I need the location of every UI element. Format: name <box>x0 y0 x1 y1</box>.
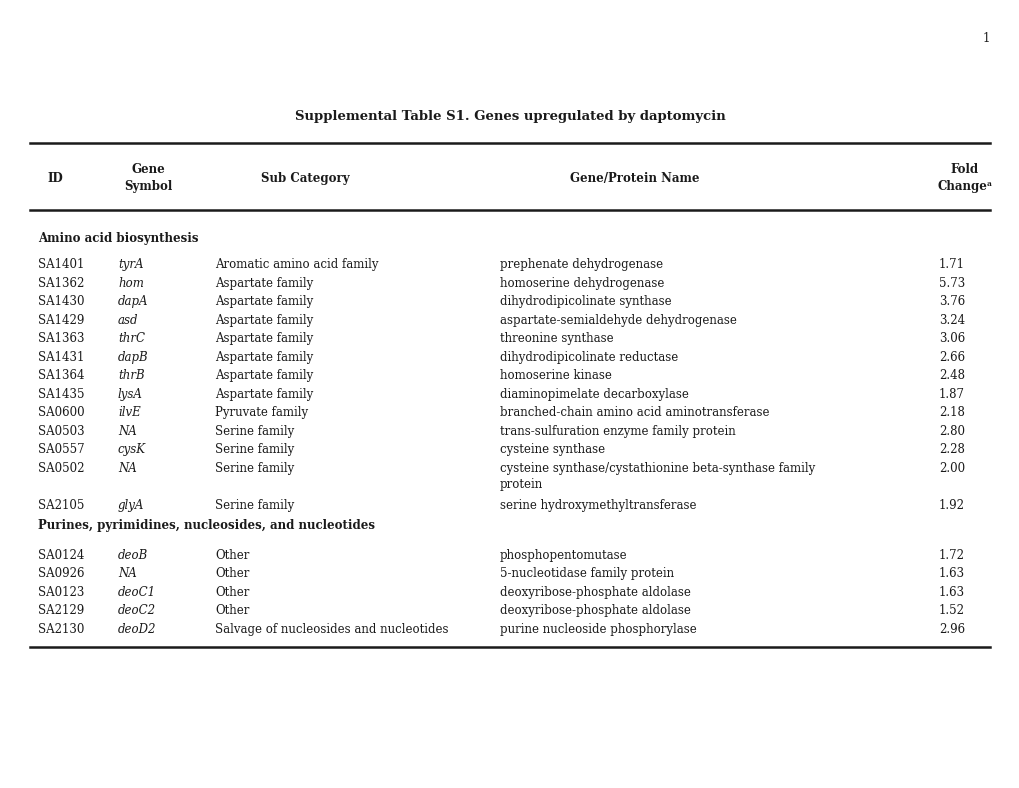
Text: Pyruvate family: Pyruvate family <box>215 406 308 419</box>
Text: Serine family: Serine family <box>215 425 293 437</box>
Text: branched-chain amino acid aminotransferase: branched-chain amino acid aminotransfera… <box>499 406 768 419</box>
Text: SA1430: SA1430 <box>38 295 85 308</box>
Text: 2.18: 2.18 <box>938 406 964 419</box>
Text: deoC1: deoC1 <box>118 585 156 599</box>
Text: diaminopimelate decarboxylase: diaminopimelate decarboxylase <box>499 388 688 400</box>
Text: Sub Category: Sub Category <box>261 172 348 184</box>
Text: Fold
Changeᵃ: Fold Changeᵃ <box>936 163 991 193</box>
Text: SA1401: SA1401 <box>38 258 85 271</box>
Text: 5-nucleotidase family protein: 5-nucleotidase family protein <box>499 567 674 580</box>
Text: Aspartate family: Aspartate family <box>215 277 313 289</box>
Text: 2.80: 2.80 <box>938 425 964 437</box>
Text: thrB: thrB <box>118 369 145 382</box>
Text: cysK: cysK <box>118 443 146 456</box>
Text: 3.76: 3.76 <box>937 295 964 308</box>
Text: Other: Other <box>215 567 249 580</box>
Text: serine hydroxymethyltransferase: serine hydroxymethyltransferase <box>499 499 696 511</box>
Text: deoB: deoB <box>118 548 148 562</box>
Text: 2.96: 2.96 <box>937 623 964 636</box>
Text: SA1429: SA1429 <box>38 314 85 326</box>
Text: thrC: thrC <box>118 332 145 345</box>
Text: 1.63: 1.63 <box>937 585 964 599</box>
Text: NA: NA <box>118 425 137 437</box>
Text: Gene
Symbol: Gene Symbol <box>123 163 172 193</box>
Text: SA0502: SA0502 <box>38 462 85 474</box>
Text: Supplemental Table S1. Genes upregulated by daptomycin: Supplemental Table S1. Genes upregulated… <box>294 110 725 123</box>
Text: Aspartate family: Aspartate family <box>215 369 313 382</box>
Text: Serine family: Serine family <box>215 443 293 456</box>
Text: SA0123: SA0123 <box>38 585 85 599</box>
Text: SA1362: SA1362 <box>38 277 85 289</box>
Text: deoxyribose-phosphate aldolase: deoxyribose-phosphate aldolase <box>499 604 690 617</box>
Text: SA1435: SA1435 <box>38 388 85 400</box>
Text: asd: asd <box>118 314 139 326</box>
Text: cysteine synthase: cysteine synthase <box>499 443 604 456</box>
Text: Aspartate family: Aspartate family <box>215 295 313 308</box>
Text: SA1364: SA1364 <box>38 369 85 382</box>
Text: SA0557: SA0557 <box>38 443 85 456</box>
Text: 2.48: 2.48 <box>938 369 964 382</box>
Text: hom: hom <box>118 277 144 289</box>
Text: 1.87: 1.87 <box>938 388 964 400</box>
Text: aspartate-semialdehyde dehydrogenase: aspartate-semialdehyde dehydrogenase <box>499 314 736 326</box>
Text: SA2105: SA2105 <box>38 499 85 511</box>
Text: 2.28: 2.28 <box>938 443 964 456</box>
Text: Other: Other <box>215 604 249 617</box>
Text: lysA: lysA <box>118 388 143 400</box>
Text: Aspartate family: Aspartate family <box>215 314 313 326</box>
Text: Aspartate family: Aspartate family <box>215 332 313 345</box>
Text: NA: NA <box>118 462 137 474</box>
Text: dihydrodipicolinate reductase: dihydrodipicolinate reductase <box>499 351 678 363</box>
Text: deoC2: deoC2 <box>118 604 156 617</box>
Text: homoserine dehydrogenase: homoserine dehydrogenase <box>499 277 663 289</box>
Text: Aspartate family: Aspartate family <box>215 388 313 400</box>
Text: 1.92: 1.92 <box>938 499 964 511</box>
Text: SA0503: SA0503 <box>38 425 85 437</box>
Text: Aromatic amino acid family: Aromatic amino acid family <box>215 258 378 271</box>
Text: Gene/Protein Name: Gene/Protein Name <box>570 172 699 184</box>
Text: Salvage of nucleosides and nucleotides: Salvage of nucleosides and nucleotides <box>215 623 448 636</box>
Text: threonine synthase: threonine synthase <box>499 332 613 345</box>
Text: tyrA: tyrA <box>118 258 144 271</box>
Text: ilvE: ilvE <box>118 406 141 419</box>
Text: 1.72: 1.72 <box>938 548 964 562</box>
Text: Serine family: Serine family <box>215 499 293 511</box>
Text: phosphopentomutase: phosphopentomutase <box>499 548 627 562</box>
Text: dapA: dapA <box>118 295 149 308</box>
Text: cysteine synthase/cystathionine beta-synthase family
protein: cysteine synthase/cystathionine beta-syn… <box>499 462 814 491</box>
Text: deoxyribose-phosphate aldolase: deoxyribose-phosphate aldolase <box>499 585 690 599</box>
Text: Serine family: Serine family <box>215 462 293 474</box>
Text: dapB: dapB <box>118 351 149 363</box>
Text: 3.24: 3.24 <box>937 314 964 326</box>
Text: SA0600: SA0600 <box>38 406 85 419</box>
Text: 1.71: 1.71 <box>938 258 964 271</box>
Text: ID: ID <box>47 172 63 184</box>
Text: homoserine kinase: homoserine kinase <box>499 369 611 382</box>
Text: 5.73: 5.73 <box>937 277 964 289</box>
Text: glyA: glyA <box>118 499 145 511</box>
Text: 2.66: 2.66 <box>937 351 964 363</box>
Text: dihydrodipicolinate synthase: dihydrodipicolinate synthase <box>499 295 671 308</box>
Text: prephenate dehydrogenase: prephenate dehydrogenase <box>499 258 662 271</box>
Text: NA: NA <box>118 567 137 580</box>
Text: purine nucleoside phosphorylase: purine nucleoside phosphorylase <box>499 623 696 636</box>
Text: trans-sulfuration enzyme family protein: trans-sulfuration enzyme family protein <box>499 425 735 437</box>
Text: 3.06: 3.06 <box>937 332 964 345</box>
Text: deoD2: deoD2 <box>118 623 156 636</box>
Text: Other: Other <box>215 548 249 562</box>
Text: SA1431: SA1431 <box>38 351 85 363</box>
Text: Aspartate family: Aspartate family <box>215 351 313 363</box>
Text: 1.63: 1.63 <box>937 567 964 580</box>
Text: 1.52: 1.52 <box>938 604 964 617</box>
Text: Other: Other <box>215 585 249 599</box>
Text: 1: 1 <box>981 32 989 45</box>
Text: Purines, pyrimidines, nucleosides, and nucleotides: Purines, pyrimidines, nucleosides, and n… <box>38 519 375 532</box>
Text: SA2130: SA2130 <box>38 623 85 636</box>
Text: SA0926: SA0926 <box>38 567 85 580</box>
Text: SA1363: SA1363 <box>38 332 85 345</box>
Text: SA2129: SA2129 <box>38 604 85 617</box>
Text: SA0124: SA0124 <box>38 548 85 562</box>
Text: 2.00: 2.00 <box>937 462 964 474</box>
Text: Amino acid biosynthesis: Amino acid biosynthesis <box>38 232 199 245</box>
